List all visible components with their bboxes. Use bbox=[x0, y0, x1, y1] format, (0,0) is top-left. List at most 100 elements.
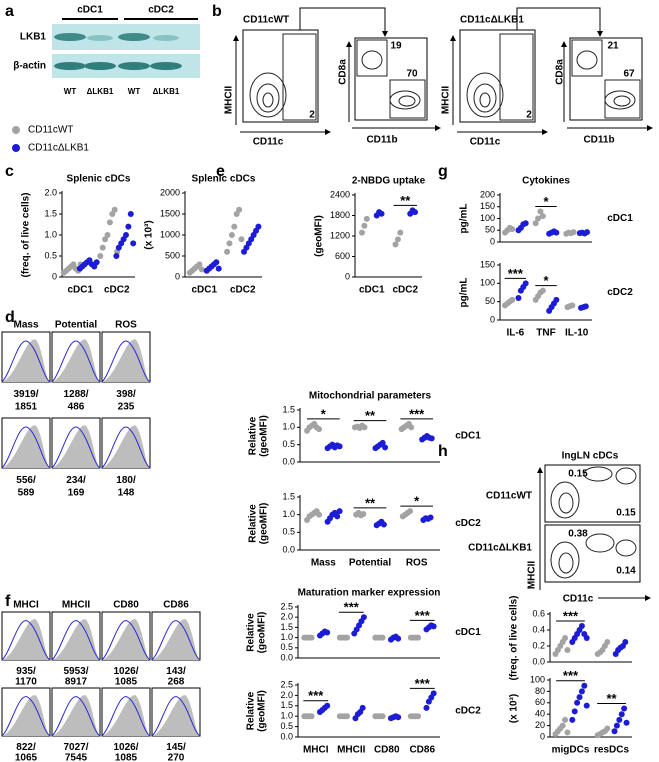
dot bbox=[127, 211, 134, 217]
mfi-lkb1: 1851 bbox=[15, 402, 38, 413]
x-tick-label: Mass bbox=[311, 558, 336, 569]
mfi-value: 234/ bbox=[66, 475, 86, 486]
gate-value: 70 bbox=[406, 69, 418, 80]
mfi-lkb1: 235 bbox=[118, 402, 135, 413]
significance: ** bbox=[400, 193, 411, 208]
dot bbox=[583, 635, 590, 641]
dot bbox=[578, 623, 585, 629]
dot bbox=[196, 261, 203, 268]
dot bbox=[113, 253, 120, 259]
dot bbox=[604, 725, 611, 732]
y-tick-label: 1500 bbox=[160, 208, 180, 218]
y-axis-label: (geoMFI) bbox=[257, 690, 268, 732]
x-tick-label: cDC1 bbox=[67, 285, 93, 296]
dot bbox=[415, 634, 422, 641]
y-tick-label: 1200 bbox=[330, 230, 350, 240]
significance: *** bbox=[563, 608, 579, 623]
dot bbox=[569, 302, 576, 309]
x-tick-label: CD80 bbox=[374, 745, 400, 756]
dot bbox=[412, 209, 419, 216]
y-tick-label: 2.0 bbox=[280, 690, 293, 700]
legend-marker bbox=[12, 144, 20, 152]
y-tick-label: 2.0 bbox=[280, 612, 293, 622]
dot bbox=[583, 702, 590, 709]
axis-label: CD8a bbox=[555, 59, 566, 85]
mfi-value: 935/ bbox=[16, 666, 36, 677]
axis-label: CD11c bbox=[470, 137, 501, 148]
y-tick-label: 2.5 bbox=[280, 679, 293, 689]
panel-label: f bbox=[5, 593, 11, 610]
histogram-gray bbox=[52, 425, 100, 468]
y-tick-label: 0 bbox=[345, 271, 350, 281]
dot bbox=[574, 699, 581, 706]
histogram-header: Mass bbox=[13, 320, 38, 331]
flow-plots-b bbox=[233, 7, 653, 135]
panel-label: a bbox=[5, 3, 14, 20]
dot bbox=[379, 439, 386, 446]
dot bbox=[621, 705, 628, 712]
axis-label: CD11c bbox=[253, 137, 284, 148]
significance: * bbox=[414, 494, 420, 509]
significance: *** bbox=[508, 266, 524, 281]
dot bbox=[122, 232, 129, 238]
flow-row-label: CD11cWT bbox=[486, 491, 532, 502]
y-tick-label: 0 bbox=[540, 731, 545, 741]
blot-row: β-actin bbox=[13, 61, 46, 72]
mfi-separator: / bbox=[86, 666, 89, 677]
x-tick-label: cDC2 bbox=[230, 285, 256, 296]
mfi-lkb1: 270 bbox=[168, 753, 185, 762]
y-axis-label: (x 10³) bbox=[509, 694, 520, 723]
y-tick-label: 2.5 bbox=[280, 601, 293, 611]
mfi-separator: / bbox=[133, 475, 136, 486]
dot bbox=[379, 634, 386, 641]
axis-label: CD11b bbox=[583, 135, 614, 146]
y-axis-label: Relative bbox=[248, 504, 259, 543]
y-axis-label: pg/mL bbox=[459, 204, 470, 234]
gate-value: 21 bbox=[607, 41, 619, 52]
y-tick-label: 0 bbox=[175, 271, 180, 281]
dot bbox=[427, 514, 434, 521]
dot bbox=[378, 210, 385, 217]
mfi-wt: 935 bbox=[16, 666, 33, 677]
mfi-wt: 3919 bbox=[13, 389, 36, 400]
dot bbox=[344, 713, 351, 720]
dot bbox=[559, 722, 566, 729]
dot bbox=[423, 704, 430, 711]
histogram-blue bbox=[1, 340, 51, 383]
gate-value: 67 bbox=[623, 69, 635, 80]
mfi-wt: 1026 bbox=[113, 666, 136, 677]
y-tick-label: 0.0 bbox=[532, 656, 545, 666]
panel-label: e bbox=[216, 163, 225, 180]
dot bbox=[228, 232, 235, 238]
dot bbox=[224, 248, 231, 255]
significance: * bbox=[543, 194, 549, 209]
mfi-lkb1: 1085 bbox=[115, 677, 138, 688]
histogram-blue bbox=[1, 620, 51, 661]
y-axis-label: pg/mL bbox=[459, 278, 470, 308]
mfi-separator: / bbox=[86, 742, 89, 753]
dot bbox=[428, 435, 435, 442]
flow-title: CD11cWT bbox=[243, 15, 289, 26]
dot bbox=[553, 229, 560, 236]
y-axis-label: (geoMFI) bbox=[314, 215, 325, 257]
y-tick-label: 20 bbox=[535, 720, 545, 730]
dot bbox=[578, 688, 585, 695]
significance: *** bbox=[415, 608, 431, 623]
mfi-wt: 145 bbox=[166, 742, 183, 753]
y-axis-label: (geoMFI) bbox=[257, 612, 268, 654]
x-tick-label: cDC1 bbox=[359, 285, 385, 296]
dot bbox=[562, 716, 569, 723]
y-tick-label: 80 bbox=[535, 686, 545, 696]
dot bbox=[97, 253, 104, 259]
x-tick-label: IL-6 bbox=[506, 328, 524, 339]
mfi-separator: / bbox=[136, 666, 139, 677]
significance: ** bbox=[365, 495, 376, 510]
dot bbox=[379, 713, 386, 720]
legend-label: CD11cΔLKB1 bbox=[28, 143, 89, 154]
x-tick-label: cDC2 bbox=[104, 285, 130, 296]
histogram-gray bbox=[52, 619, 100, 660]
side-label: cDC1 bbox=[607, 213, 633, 224]
blot-lane: ΔLKB1 bbox=[153, 87, 180, 96]
y-tick-label: 100 bbox=[530, 674, 545, 684]
